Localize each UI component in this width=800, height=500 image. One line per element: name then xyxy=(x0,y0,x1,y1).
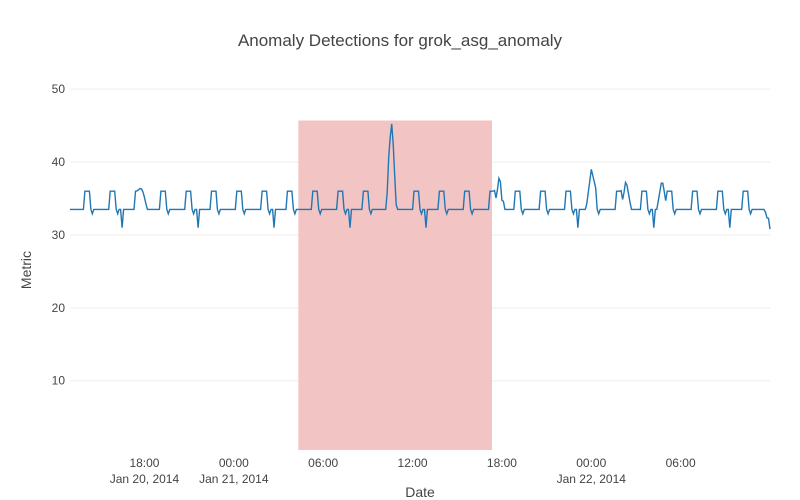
y-axis-ticks: 10 20 30 40 50 xyxy=(52,82,66,388)
y-axis-label: Metric xyxy=(18,251,34,289)
x-axis-label: Date xyxy=(405,484,435,500)
x-tick-label: 12:00 xyxy=(398,456,428,470)
y-tick-label: 50 xyxy=(52,82,66,96)
x-tick-date: Jan 20, 2014 xyxy=(110,472,180,486)
x-tick-label: 06:00 xyxy=(666,456,696,470)
x-tick-label: 00:00 xyxy=(219,456,249,470)
x-tick-label: 00:00 xyxy=(576,456,606,470)
x-tick-date: Jan 22, 2014 xyxy=(557,472,627,486)
x-tick-label: 18:00 xyxy=(129,456,159,470)
y-tick-label: 30 xyxy=(52,228,66,242)
anomaly-window xyxy=(298,120,492,450)
x-tick-label: 06:00 xyxy=(308,456,338,470)
metric-series-line xyxy=(70,123,771,230)
y-tick-label: 40 xyxy=(52,155,66,169)
series-layer xyxy=(70,123,771,230)
chart-title: Anomaly Detections for grok_asg_anomaly xyxy=(238,31,563,50)
anomaly-band-layer xyxy=(298,120,492,450)
y-tick-label: 10 xyxy=(52,374,66,388)
x-axis-ticks: 18:00 Jan 20, 2014 00:00 Jan 21, 2014 06:00 1… xyxy=(110,456,696,486)
x-tick-label: 18:00 xyxy=(487,456,517,470)
x-tick-date: Jan 21, 2014 xyxy=(199,472,269,486)
y-tick-label: 20 xyxy=(52,301,66,315)
